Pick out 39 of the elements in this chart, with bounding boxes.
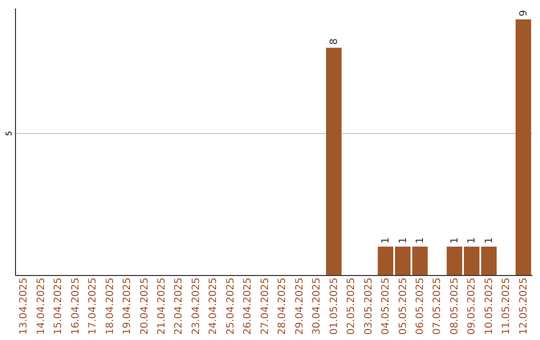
x-tick-label: 08.05.2025 (449, 278, 460, 335)
x-tick-label: 27.04.2025 (260, 278, 271, 335)
data-label: 8 (328, 38, 340, 45)
x-tick-label: 10.05.2025 (484, 278, 495, 335)
data-label: 1 (398, 237, 409, 244)
x-tick-label: 02.05.2025 (346, 278, 358, 335)
x-tick-label: 29.04.2025 (294, 278, 306, 335)
x-tick-label: 17.04.2025 (88, 278, 99, 335)
x-tick-label: 09.05.2025 (466, 278, 478, 335)
x-tick-label: 16.04.2025 (70, 278, 82, 335)
x-tick-label: 30.04.2025 (312, 278, 323, 335)
x-tick-label: 20.04.2025 (139, 278, 150, 335)
x-tick-label: 14.04.2025 (36, 278, 47, 335)
data-label: 1 (466, 237, 478, 244)
x-tick-label: 04.05.2025 (380, 278, 392, 335)
x-tick-label: 18.04.2025 (104, 278, 116, 335)
x-tick-label: 22.04.2025 (174, 278, 185, 335)
data-label: 1 (380, 237, 392, 244)
x-tick-label: 26.04.2025 (242, 278, 254, 335)
data-label: 9 (518, 10, 530, 16)
data-label: 1 (414, 237, 426, 244)
x-tick-label: 12.05.2025 (518, 278, 530, 335)
x-tick-label: 01.05.2025 (328, 278, 340, 335)
x-tick-label: 24.04.2025 (208, 278, 220, 335)
x-tick-label: 06.05.2025 (414, 278, 426, 335)
x-tick-label: 15.04.2025 (53, 278, 64, 335)
x-tick-label: 28.04.2025 (277, 278, 288, 335)
x-tick-label: 13.04.2025 (18, 278, 30, 335)
x-tick-label: 25.04.2025 (225, 278, 236, 335)
x-tick-label: 05.05.2025 (398, 278, 409, 335)
x-tick-label: 07.05.2025 (432, 278, 444, 335)
x-tick-label: 21.04.2025 (156, 278, 168, 335)
y-tick-label: 5 (4, 130, 14, 136)
data-label: 1 (484, 237, 495, 244)
x-tick-label: 11.05.2025 (501, 278, 512, 335)
x-tick-label: 23.04.2025 (190, 278, 202, 335)
data-label: 1 (449, 237, 460, 244)
x-tick-label: 03.05.2025 (363, 278, 374, 335)
x-tick-label: 19.04.2025 (122, 278, 134, 335)
